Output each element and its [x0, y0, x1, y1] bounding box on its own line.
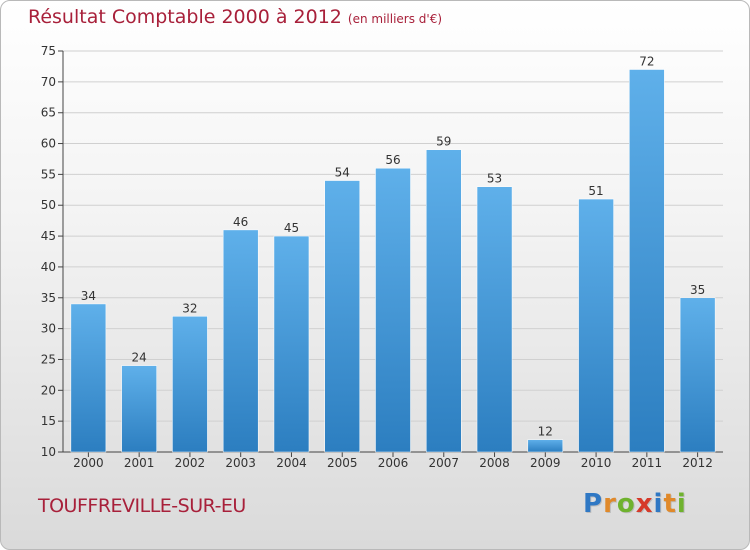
- x-tick-label: 2011: [632, 456, 663, 470]
- bar-value-label: 24: [132, 351, 147, 365]
- bar: [629, 69, 665, 453]
- y-tick-label: 10: [41, 445, 56, 459]
- logo-letter: i: [676, 489, 687, 519]
- bar: [222, 229, 259, 453]
- y-tick-label: 70: [41, 75, 56, 89]
- bar-value-label: 45: [284, 221, 299, 235]
- x-tick-label: 2000: [73, 456, 104, 470]
- logo-letter: i: [653, 489, 664, 519]
- bar-value-label: 72: [639, 55, 654, 69]
- bar-value-label: 53: [487, 172, 502, 186]
- y-tick-label: 50: [41, 198, 56, 212]
- bar-value-label: 12: [538, 425, 553, 439]
- bar: [527, 439, 564, 453]
- city-name: TOUFFREVILLE-SUR-EU: [38, 495, 246, 517]
- x-tick-label: 2009: [530, 456, 561, 470]
- logo-letter: P: [583, 489, 604, 519]
- bar: [121, 365, 157, 453]
- y-tick-label: 55: [41, 167, 56, 181]
- bar-value-label: 56: [385, 153, 400, 167]
- y-tick-label: 75: [41, 44, 56, 58]
- y-tick-label: 35: [41, 291, 56, 305]
- chart-title: Résultat Comptable 2000 à 2012 (en millie…: [28, 6, 442, 28]
- bar: [70, 303, 107, 453]
- y-tick-label: 15: [41, 414, 56, 428]
- proxiti-logo: Proxiti: [583, 489, 687, 519]
- y-tick-label: 25: [41, 352, 56, 366]
- bar-chart: 10 15 20 25 30 35 40 45 50 55 60 65 70 75 34 2000 24 200…: [41, 44, 723, 470]
- bar: [578, 198, 614, 453]
- bar: [324, 180, 360, 453]
- y-tick-label: 40: [41, 260, 56, 274]
- bar: [476, 186, 513, 453]
- x-tick-label: 2004: [276, 456, 307, 470]
- x-tick-label: 2002: [175, 456, 206, 470]
- y-tick-label: 45: [41, 229, 56, 243]
- x-tick-label: 2007: [428, 456, 459, 470]
- bar: [172, 316, 208, 453]
- y-tick-label: 60: [41, 137, 56, 151]
- bar: [273, 235, 310, 453]
- bar-value-label: 59: [436, 135, 451, 149]
- x-tick-label: 2003: [225, 456, 256, 470]
- y-tick-label: 30: [41, 322, 56, 336]
- bar: [679, 297, 716, 453]
- chart-title-text: Résultat Comptable 2000 à 2012: [28, 6, 342, 28]
- y-tick-label: 20: [41, 383, 56, 397]
- chart-subtitle: (en milliers d'€): [347, 12, 443, 26]
- bar-value-label: 32: [182, 301, 197, 315]
- bar-value-label: 51: [588, 184, 603, 198]
- bar: [375, 167, 411, 453]
- x-tick-label: 2005: [327, 456, 358, 470]
- logo-letter: r: [603, 489, 617, 519]
- bar: [426, 149, 462, 453]
- y-tick-label: 65: [41, 106, 56, 120]
- bar-value-label: 46: [233, 215, 248, 229]
- bar-value-label: 35: [690, 283, 705, 297]
- x-tick-label: 2010: [581, 456, 612, 470]
- logo-letter: t: [663, 489, 677, 519]
- x-tick-label: 2012: [682, 456, 713, 470]
- x-tick-label: 2001: [124, 456, 155, 470]
- x-tick-label: 2008: [479, 456, 510, 470]
- logo-letter: x: [635, 489, 654, 519]
- bar-value-label: 34: [81, 289, 96, 303]
- logo-letter: o: [616, 489, 636, 519]
- x-tick-label: 2006: [378, 456, 409, 470]
- bar-value-label: 54: [335, 166, 350, 180]
